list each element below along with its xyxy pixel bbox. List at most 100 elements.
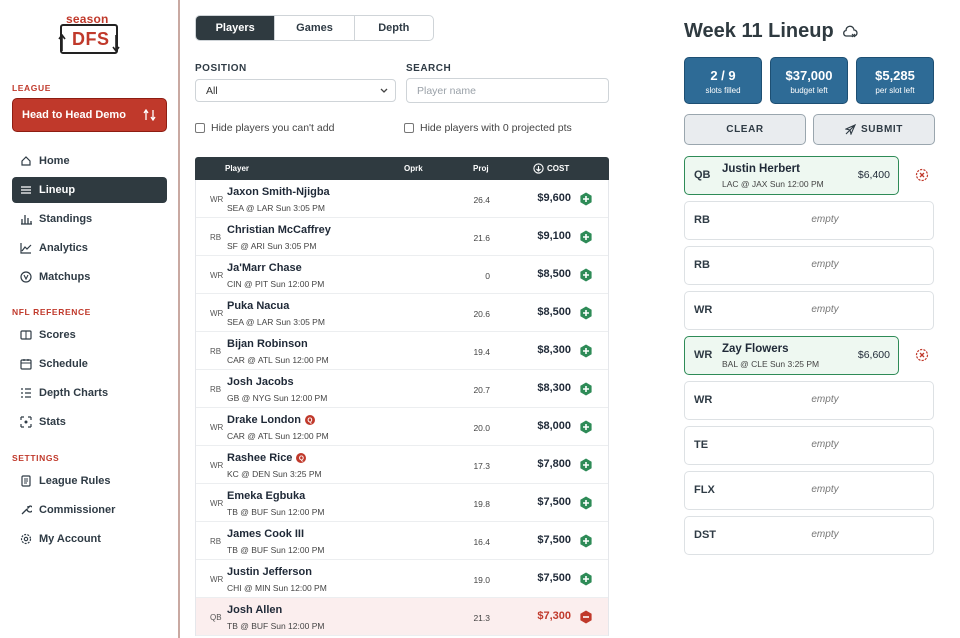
player-name[interactable]: Puka Nacua [227, 300, 289, 312]
player-cost: $8,000 [537, 420, 571, 432]
sidebar-item-standings[interactable]: Standings [12, 206, 167, 232]
tab-players[interactable]: Players [196, 16, 276, 40]
sidebar-item-stats[interactable]: Stats [12, 409, 167, 435]
sidebar-item-commissioner[interactable]: Commissioner [12, 497, 167, 523]
chevron-down-icon [380, 88, 388, 93]
hide-zero-label: Hide players with 0 projected pts [420, 122, 572, 134]
lineup-title-row: Week 11 Lineup [684, 20, 858, 43]
table-row[interactable]: WR Emeka Egbuka TB @ BUF Sun 12:00 PM 19.8 $… [196, 484, 608, 522]
player-name[interactable]: Rashee Rice Q [227, 452, 307, 464]
table-row[interactable]: WR Jaxon Smith-Njigba SEA @ LAR Sun 3:05 P… [196, 180, 608, 218]
line-chart-icon [20, 242, 32, 254]
lineup-slot-empty[interactable]: TE empty [684, 426, 934, 465]
table-row[interactable]: WR Puka Nacua SEA @ LAR Sun 3:05 PM 20.6 $8,… [196, 294, 608, 332]
over-budget-icon[interactable] [579, 610, 593, 624]
hide-zero-checkbox[interactable]: Hide players with 0 projected pts [404, 122, 572, 134]
player-name[interactable]: Josh Jacobs [227, 376, 294, 388]
add-player-icon[interactable] [579, 534, 593, 548]
lineup-slot-filled[interactable]: WR Zay Flowers BAL @ CLE Sun 3:25 PM $6,600 [684, 336, 899, 375]
sort-down-icon[interactable] [533, 163, 544, 174]
add-player-icon[interactable] [579, 268, 593, 282]
player-position: WR [210, 309, 224, 318]
header-cost[interactable]: COST [547, 164, 570, 173]
sidebar-item-matchups[interactable]: Matchups [12, 264, 167, 290]
sidebar-item-scores[interactable]: Scores [12, 322, 167, 348]
lineup-slot-empty[interactable]: WR empty [684, 381, 934, 420]
remove-player-icon[interactable] [915, 168, 929, 182]
player-name[interactable]: Jaxon Smith-Njigba [227, 186, 330, 198]
sidebar-item-lineup[interactable]: Lineup [12, 177, 167, 203]
player-name[interactable]: Justin Jefferson [227, 566, 312, 578]
table-row[interactable]: WR Ja'Marr Chase CIN @ PIT Sun 12:00 PM 0 $8… [196, 256, 608, 294]
table-row[interactable]: RB Christian McCaffrey SF @ ARI Sun 3:05 P… [196, 218, 608, 256]
add-player-icon[interactable] [579, 382, 593, 396]
slot-empty-text: empty [811, 394, 839, 405]
player-name[interactable]: Josh Allen [227, 604, 282, 616]
table-row[interactable]: WR Justin Jefferson CHI @ MIN Sun 12:00 PM… [196, 560, 608, 598]
view-tabs: Players Games Depth [195, 15, 434, 41]
player-proj: 20.6 [473, 309, 490, 319]
player-position: QB [210, 613, 222, 622]
sidebar-item-analytics[interactable]: Analytics [12, 235, 167, 261]
table-row[interactable]: WR Rashee Rice Q KC @ DEN Sun 3:25 PM 17.3 $7… [196, 446, 608, 484]
player-position: RB [210, 233, 222, 242]
header-oprk[interactable]: Oprk [404, 164, 423, 173]
tab-games[interactable]: Games [275, 16, 355, 40]
player-cost: $8,300 [537, 382, 571, 394]
sidebar-item-league-rules[interactable]: League Rules [12, 468, 167, 494]
logo-season-text: season [66, 12, 109, 26]
hide-cant-add-checkbox[interactable]: Hide players you can't add [195, 122, 334, 134]
remove-player-icon[interactable] [915, 348, 929, 362]
player-name[interactable]: James Cook III [227, 528, 304, 540]
table-row[interactable]: RB Bijan Robinson CAR @ ATL Sun 12:00 PM 19… [196, 332, 608, 370]
clear-button[interactable]: CLEAR [684, 114, 806, 145]
add-player-icon[interactable] [579, 306, 593, 320]
checkbox-box[interactable] [404, 123, 414, 133]
table-row[interactable]: RB James Cook III TB @ BUF Sun 12:00 PM 16.… [196, 522, 608, 560]
checkbox-box[interactable] [195, 123, 205, 133]
add-player-icon[interactable] [579, 572, 593, 586]
slot-player-cost: $6,600 [857, 349, 890, 361]
lineup-slot-empty[interactable]: WR empty [684, 291, 934, 330]
table-row[interactable]: WR Drake London Q CAR @ ATL Sun 12:00 PM 20.… [196, 408, 608, 446]
lineup-slot-empty[interactable]: DST empty [684, 516, 934, 555]
league-switcher-button[interactable]: Head to Head Demo [12, 98, 167, 132]
sidebar-item-depth-charts[interactable]: Depth Charts [12, 380, 167, 406]
player-name-text: Josh Jacobs [227, 376, 294, 388]
sidebar-item-schedule[interactable]: Schedule [12, 351, 167, 377]
player-name[interactable]: Emeka Egbuka [227, 490, 305, 502]
player-proj: 20.7 [473, 385, 490, 395]
player-name[interactable]: Ja'Marr Chase [227, 262, 302, 274]
add-player-icon[interactable] [579, 458, 593, 472]
sidebar-item-home[interactable]: Home [12, 148, 167, 174]
add-player-icon[interactable] [579, 420, 593, 434]
add-player-icon[interactable] [579, 496, 593, 510]
lineup-slot-empty[interactable]: RB empty [684, 201, 934, 240]
player-name[interactable]: Drake London Q [227, 414, 315, 426]
table-row[interactable]: QB Josh Allen TB @ BUF Sun 12:00 PM 21.3 $7,… [196, 598, 608, 636]
slot-empty-text: empty [811, 214, 839, 225]
lineup-slot-filled[interactable]: QB Justin Herbert LAC @ JAX Sun 12:00 PM $6… [684, 156, 899, 195]
sidebar-item-my-account[interactable]: My Account [12, 526, 167, 552]
header-player[interactable]: Player [225, 164, 250, 173]
stat-slots-filled: 2 / 9 slots filled [684, 57, 762, 104]
submit-button[interactable]: SUBMIT [813, 114, 935, 145]
stat-value: 2 / 9 [710, 68, 736, 83]
slot-player-name: Zay Flowers [722, 343, 789, 355]
lineup-slot-empty[interactable]: RB empty [684, 246, 934, 285]
lineup-slot-empty[interactable]: FLX empty [684, 471, 934, 510]
table-row[interactable]: RB Josh Jacobs GB @ NYG Sun 12:00 PM 20.7 $8… [196, 370, 608, 408]
sidebar-item-label: Matchups [39, 271, 91, 283]
slot-position: WR [694, 349, 713, 361]
add-player-icon[interactable] [579, 230, 593, 244]
cloud-sync-icon[interactable] [842, 25, 858, 39]
player-name[interactable]: Bijan Robinson [227, 338, 308, 350]
player-name[interactable]: Christian McCaffrey [227, 224, 331, 236]
add-player-icon[interactable] [579, 192, 593, 206]
search-input[interactable]: Player name [406, 78, 609, 103]
header-proj[interactable]: Proj [473, 164, 489, 173]
add-player-icon[interactable] [579, 344, 593, 358]
tab-depth[interactable]: Depth [378, 22, 410, 34]
logo[interactable]: season DFS [58, 12, 124, 58]
position-select[interactable]: All [195, 79, 396, 102]
